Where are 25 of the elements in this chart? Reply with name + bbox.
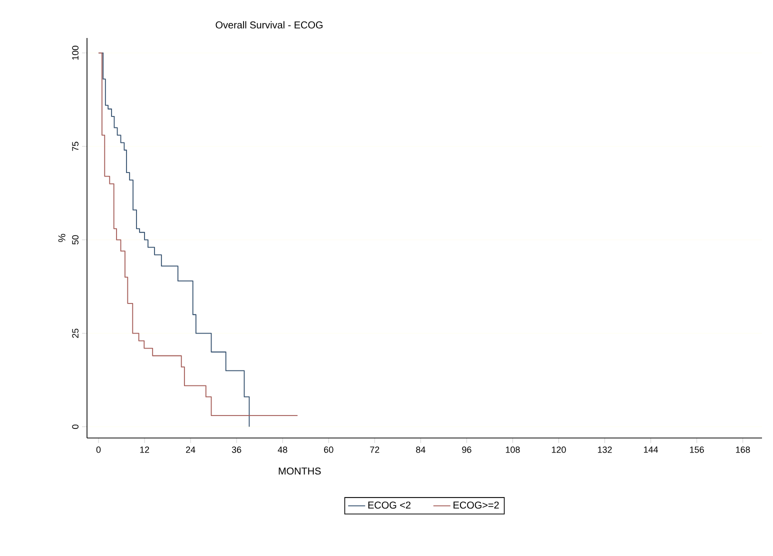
x-tick-label: 144: [644, 446, 658, 453]
x-tick-label: 60: [324, 446, 334, 453]
x-tick-label: 108: [506, 446, 520, 453]
x-tick-label: 156: [690, 446, 704, 453]
x-tick-label: 96: [462, 446, 472, 453]
x-tick-label: 48: [278, 446, 288, 453]
x-tick-label: 120: [552, 446, 566, 453]
y-tick-label: 50: [72, 235, 78, 244]
x-tick-label: 72: [370, 446, 380, 453]
y-tick-label: 0: [72, 424, 78, 429]
x-tick-label: 168: [736, 446, 750, 453]
y-tick-label: 75: [72, 142, 78, 151]
chart-title: Overall Survival - ECOG: [216, 21, 322, 28]
x-tick-label: 24: [186, 446, 196, 453]
y-tick-label: 25: [72, 328, 78, 338]
x-tick-label: 132: [598, 446, 612, 453]
x-tick-label: 0: [96, 446, 101, 453]
x-axis-title: MONTHS: [278, 468, 321, 475]
y-tick-label: 100: [72, 46, 78, 60]
legend-label: ECOG>=2: [454, 502, 499, 509]
legend-label: ECOG <2: [368, 502, 410, 509]
y-axis-title: %: [58, 234, 66, 242]
x-tick-label: 36: [232, 446, 242, 453]
x-tick-label: 12: [140, 446, 150, 453]
x-tick-label: 84: [416, 446, 426, 453]
